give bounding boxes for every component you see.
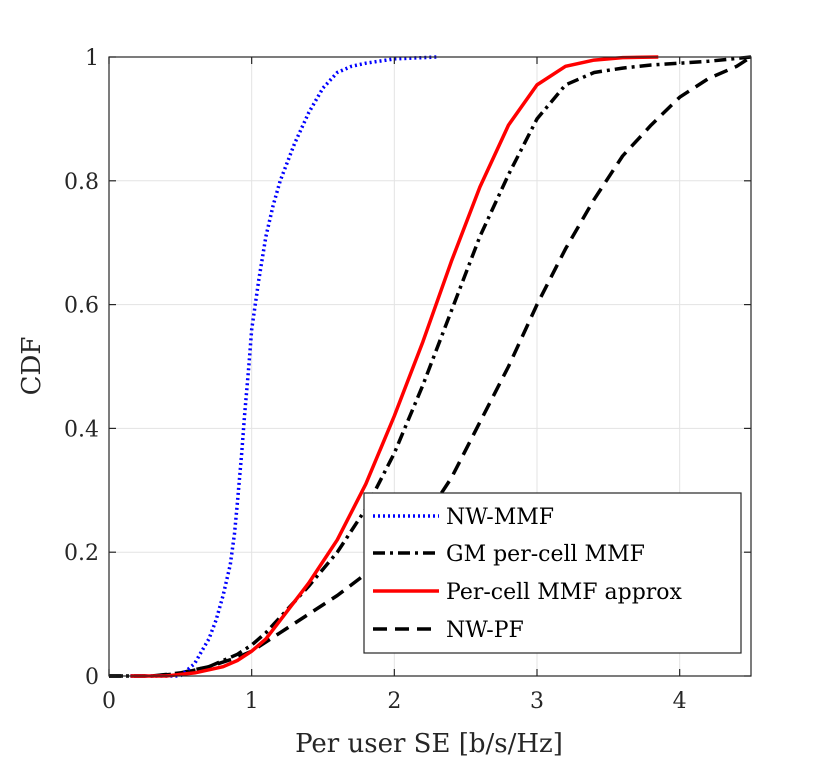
- y-tick-label: 0.4: [64, 417, 99, 442]
- x-tick-label: 2: [387, 689, 401, 714]
- y-tick-label: 0: [85, 665, 99, 690]
- legend-label-per-cell-mmf-approx: Per-cell MMF approx: [446, 580, 683, 605]
- legend-label-nw-pf: NW-PF: [446, 618, 524, 643]
- y-tick-label: 0.8: [64, 170, 99, 195]
- x-tick-label: 1: [245, 689, 259, 714]
- series-line-nw-pf: [109, 55, 752, 678]
- x-tick-label: 0: [102, 689, 116, 714]
- legend-label-gm-per-cell-mmf: GM per-cell MMF: [446, 542, 645, 567]
- x-tick-label: 4: [673, 689, 687, 714]
- plot-frame: [108, 56, 752, 677]
- y-tick-label: 1: [85, 46, 99, 71]
- y-tick-label: 0.6: [64, 294, 99, 319]
- x-tick-label: 3: [530, 689, 544, 714]
- legend-box: [363, 492, 742, 654]
- series-group: [109, 55, 752, 678]
- series-line-gm-per-cell-mmf: [109, 55, 752, 678]
- legend-label-nw-mmf: NW-MMF: [446, 505, 554, 530]
- y-tick-label: 0.2: [64, 541, 99, 566]
- y-axis-label: CDF: [17, 337, 47, 396]
- x-axis-label: Per user SE [b/s/Hz]: [295, 729, 563, 759]
- legend: NW-MMF GM per-cell MMF Per-cell MMF appr…: [363, 492, 742, 654]
- ticks: 0 1 2 3 4 0 0.2 0.4 0.6 0.8 1: [64, 46, 751, 714]
- series-line-per-cell-mmf-approx: [130, 55, 659, 678]
